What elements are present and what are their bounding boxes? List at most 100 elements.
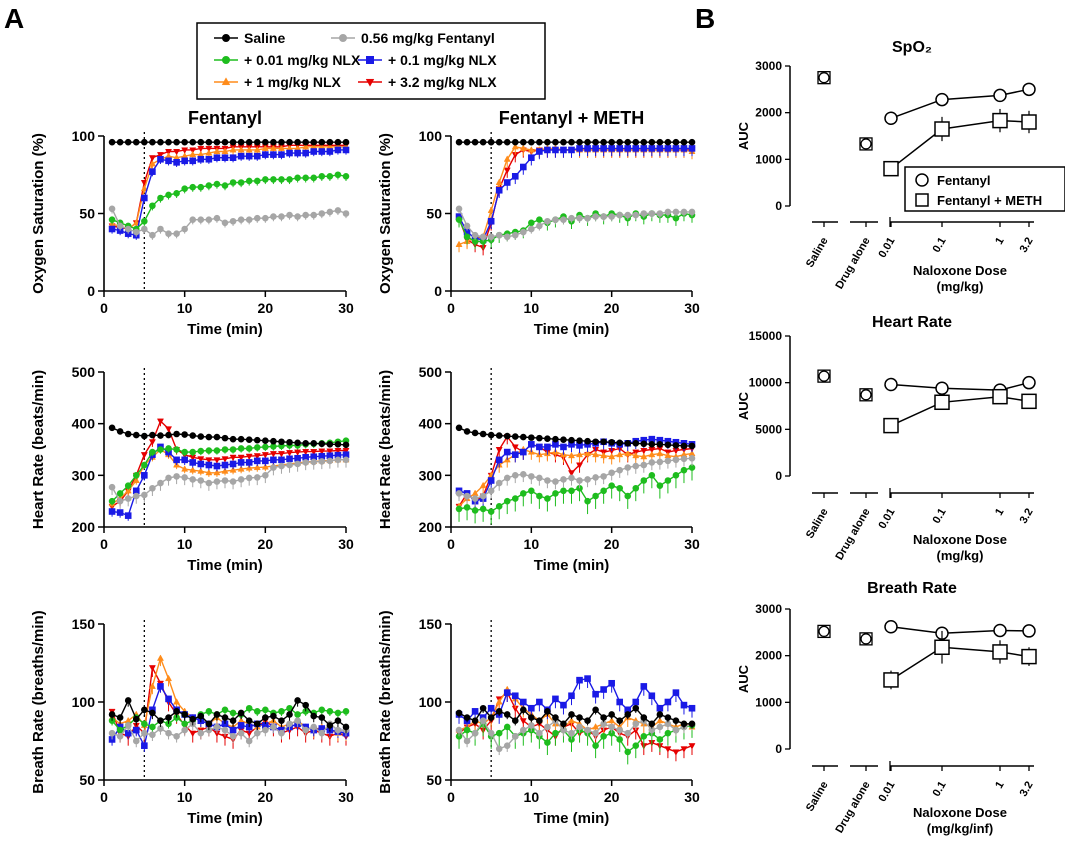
data-point: [503, 689, 511, 696]
y-tick-label: 1000: [755, 695, 782, 709]
data-point: [544, 495, 551, 502]
data-point: [624, 211, 632, 219]
data-point: [165, 230, 172, 237]
data-point: [262, 437, 269, 445]
data-point: [503, 138, 511, 146]
data-point: [108, 711, 116, 718]
data-point: [189, 432, 197, 439]
data-point: [463, 428, 471, 435]
data-point: [624, 729, 632, 737]
y-tick-label: 0: [775, 742, 782, 756]
data-point: [934, 394, 950, 411]
data-point: [157, 683, 164, 690]
data-point: [487, 217, 495, 225]
data-point: [108, 483, 116, 491]
data-point: [632, 145, 640, 152]
data-point: [511, 433, 519, 440]
data-point: [197, 138, 205, 146]
data-point: [253, 708, 261, 715]
data-point: [616, 138, 624, 146]
data-point: [326, 148, 334, 155]
data-point: [656, 449, 664, 457]
data-point: [672, 472, 680, 479]
data-point: [640, 138, 648, 146]
data-point: [624, 440, 632, 447]
data-point: [229, 726, 237, 734]
data-point: [992, 644, 1008, 660]
data-point: [108, 497, 116, 505]
data-point: [221, 714, 229, 721]
data-point: [616, 466, 624, 474]
data-point: [181, 138, 188, 146]
data-point: [608, 723, 615, 731]
data-point: [124, 430, 132, 438]
data-point: [616, 717, 624, 725]
data-point: [576, 477, 583, 484]
data-point: [544, 138, 551, 146]
data-point: [656, 138, 664, 146]
data-point: [141, 491, 148, 499]
data-point: [237, 729, 245, 737]
x-tick-label: 1: [993, 507, 1006, 518]
y-tick-label: 500: [72, 364, 96, 380]
data-point: [471, 717, 479, 725]
data-point: [326, 173, 334, 180]
data-point: [157, 432, 164, 439]
data-point: [334, 709, 342, 717]
data-point: [479, 704, 487, 712]
x-axis-label: Naloxone Dose: [913, 263, 1007, 278]
x-tick-label: 0.01: [876, 780, 897, 805]
data-point: [318, 138, 326, 146]
data-point: [495, 479, 503, 487]
data-point: [245, 737, 253, 745]
data-point: [165, 729, 172, 737]
data-point: [520, 228, 527, 236]
legend-label: + 3.2 mg/kg NLX: [388, 74, 497, 90]
series-fentanyl-meth: [883, 388, 1037, 434]
data-point: [318, 173, 326, 180]
legend-item-1-mg-kg-nlx: + 1 mg/kg NLX: [214, 74, 342, 90]
data-point: [592, 706, 599, 714]
series-line: [890, 119, 1030, 170]
data-point: [269, 144, 277, 151]
data-point: [229, 154, 237, 161]
data-point: [310, 138, 318, 146]
data-point: [624, 145, 632, 152]
data-point: [552, 478, 559, 485]
data-point: [213, 180, 221, 188]
data-point: [664, 441, 672, 449]
data-point: [318, 458, 326, 465]
y-tick-label: 10000: [749, 376, 783, 390]
data-point: [213, 462, 221, 470]
y-tick-label: 50: [79, 206, 95, 222]
data-point: [261, 144, 269, 151]
data-point: [544, 708, 551, 715]
data-point: [310, 174, 318, 182]
data-point: [479, 481, 487, 489]
data-point: [608, 711, 615, 718]
data-point: [149, 431, 156, 439]
data-point: [560, 487, 567, 495]
data-point: [495, 729, 503, 737]
data-point: [318, 729, 326, 737]
legend-label-fentanyl-meth: Fentanyl + METH: [937, 193, 1042, 208]
data-point: [334, 726, 342, 734]
data-point: [672, 456, 680, 464]
data-point: [156, 152, 164, 159]
data-point: [189, 216, 197, 223]
data-point: [286, 211, 293, 219]
data-point: [342, 448, 350, 455]
series-0-56-mg-kg-fentanyl: [455, 454, 696, 507]
timecourse-chart-br_fent: 50 100 150 0 10 20 30 Time (min) Breath Rate (br…: [30, 610, 354, 827]
data-point: [197, 183, 205, 191]
data-point: [463, 726, 471, 734]
data-point: [560, 216, 567, 223]
data-point: [132, 228, 140, 236]
legend-marker: [365, 78, 375, 87]
data-point: [479, 430, 487, 438]
data-point: [536, 729, 543, 737]
y-axis-label: AUC: [736, 121, 751, 150]
data-point: [253, 720, 261, 728]
data-point: [528, 704, 535, 712]
series-line: [890, 381, 1030, 391]
